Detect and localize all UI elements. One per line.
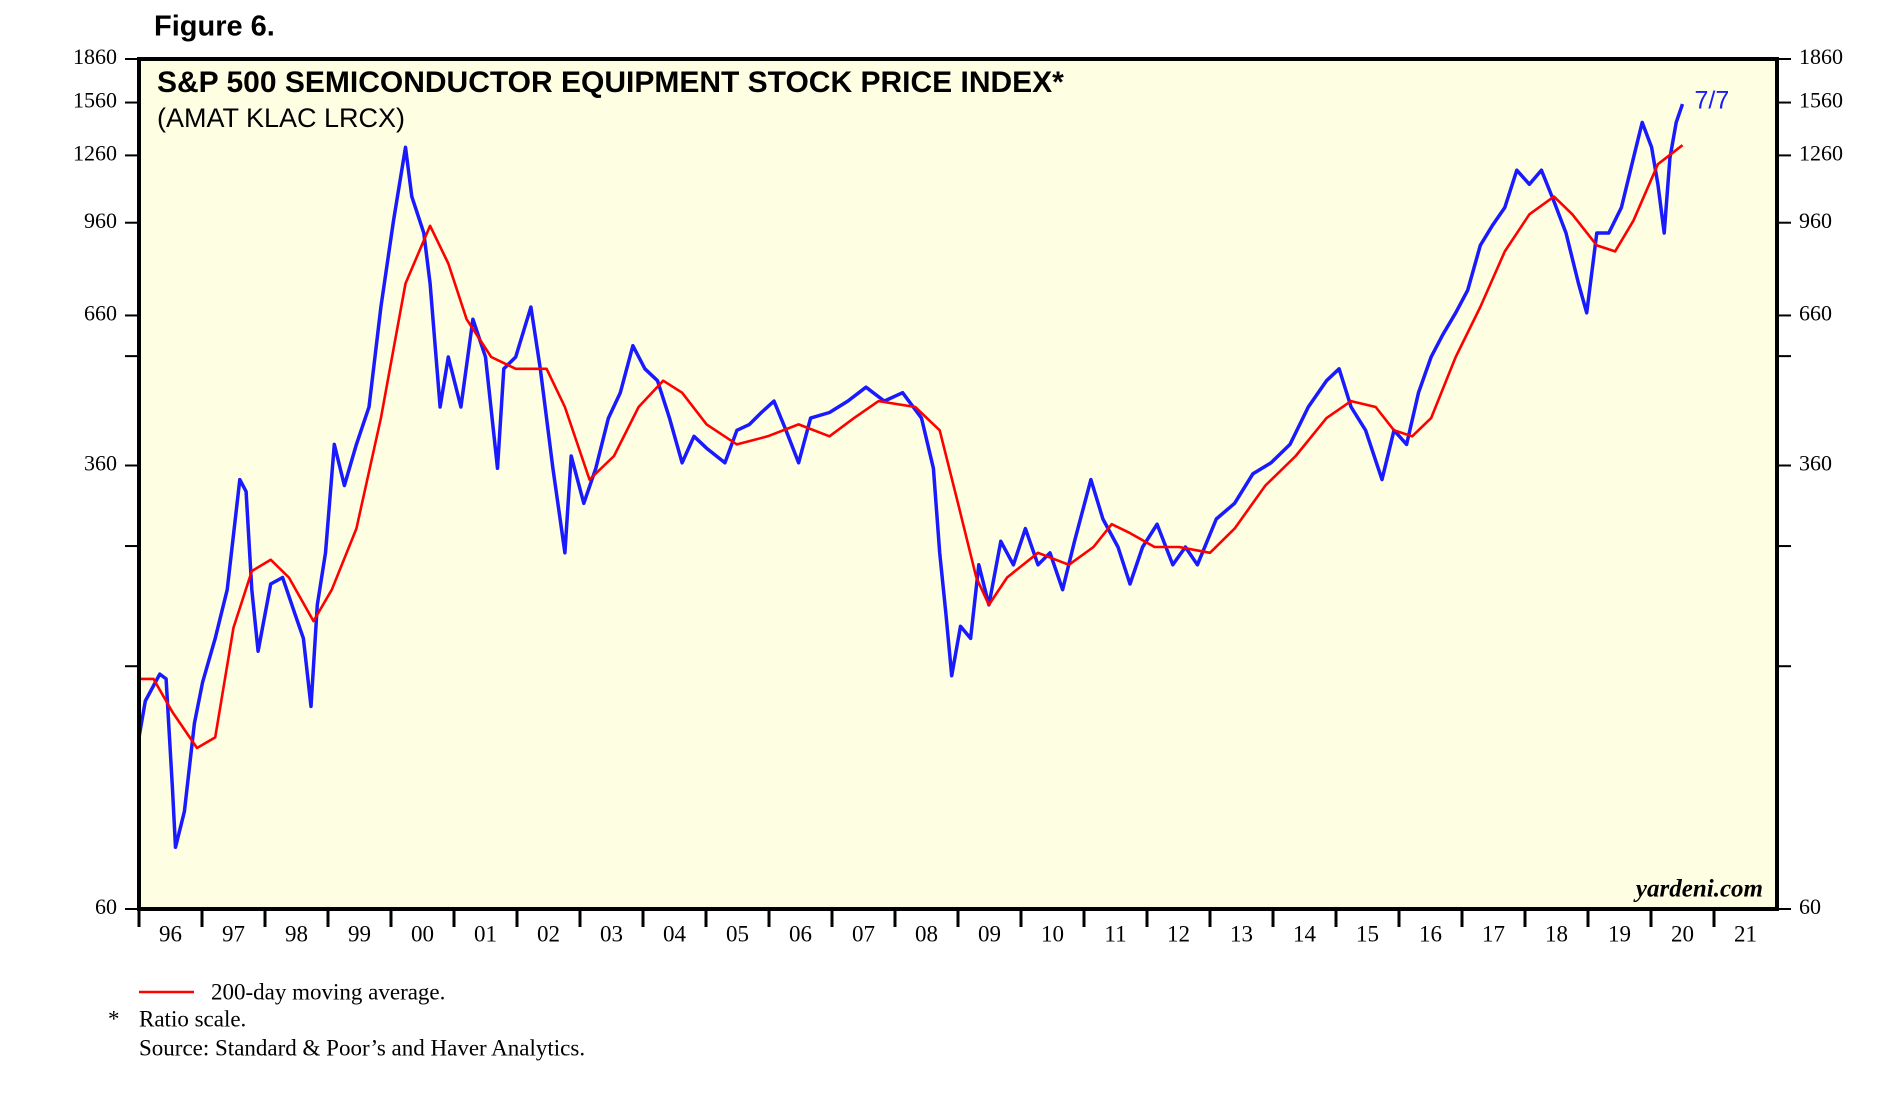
x-tick-label: 97 <box>222 921 245 946</box>
x-tick-label: 00 <box>411 921 434 946</box>
x-tick-label: 14 <box>1293 921 1317 946</box>
annotation: 7/7 <box>1695 87 1730 115</box>
x-tick-label: 09 <box>978 921 1001 946</box>
y-tick-label: 60 <box>95 894 117 919</box>
x-tick-label: 05 <box>726 921 749 946</box>
x-tick-label: 13 <box>1230 921 1253 946</box>
y2-tick-label: 660 <box>1799 301 1832 326</box>
chart-subtitle: (AMAT KLAC LRCX) <box>157 103 405 133</box>
x-tick-label: 07 <box>852 921 875 946</box>
index-line <box>137 103 1685 850</box>
y-tick-label: 360 <box>84 451 117 476</box>
y-tick-label: 1860 <box>73 44 117 69</box>
x-tick-label: 11 <box>1104 921 1126 946</box>
source-note: Source: Standard & Poor’s and Haver Anal… <box>139 1035 585 1060</box>
chart-title: S&P 500 SEMICONDUCTOR EQUIPMENT STOCK PR… <box>157 66 1064 99</box>
x-tick-label: 96 <box>159 921 182 946</box>
x-tick-label: 02 <box>537 921 560 946</box>
moving-average-line <box>139 144 1684 750</box>
y-tick-label: 960 <box>84 208 117 233</box>
x-tick-label: 10 <box>1041 921 1064 946</box>
footnote-marker: * <box>108 1006 120 1031</box>
x-tick-label: 01 <box>474 921 497 946</box>
x-tick-label: 21 <box>1734 921 1757 946</box>
y2-tick-label: 360 <box>1799 451 1832 476</box>
x-tick-label: 15 <box>1356 921 1379 946</box>
y-tick-label: 1260 <box>73 140 117 165</box>
y-tick-label: 1560 <box>73 88 117 113</box>
figure-label: Figure 6. <box>154 11 275 43</box>
x-tick-label: 20 <box>1671 921 1694 946</box>
x-tick-label: 16 <box>1419 921 1442 946</box>
x-tick-label: 08 <box>915 921 938 946</box>
y-tick-label: 660 <box>84 301 117 326</box>
watermark: yardeni.com <box>1633 876 1763 903</box>
x-tick-label: 06 <box>789 921 812 946</box>
plot-frame <box>137 57 1779 911</box>
plot-background <box>139 59 1777 909</box>
x-tick-label: 19 <box>1608 921 1631 946</box>
footnote: Ratio scale. <box>139 1006 246 1031</box>
y2-tick-label: 1260 <box>1799 140 1843 165</box>
y2-tick-label: 1860 <box>1799 44 1843 69</box>
x-tick-label: 99 <box>348 921 371 946</box>
y2-tick-label: 1560 <box>1799 88 1843 113</box>
x-tick-label: 04 <box>663 921 687 946</box>
y2-tick-label: 960 <box>1799 208 1832 233</box>
y2-tick-label: 60 <box>1799 894 1821 919</box>
x-tick-label: 98 <box>285 921 308 946</box>
x-tick-label: 12 <box>1167 921 1190 946</box>
x-tick-label: 18 <box>1545 921 1568 946</box>
x-tick-label: 03 <box>600 921 623 946</box>
x-tick-label: 17 <box>1482 921 1505 946</box>
legend-label: 200-day moving average. <box>211 979 445 1004</box>
